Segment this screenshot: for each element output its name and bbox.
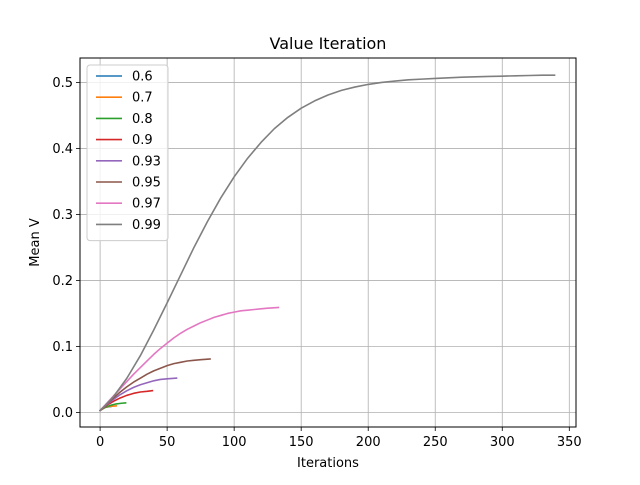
y-tick-label: 0.0 [52,406,73,421]
legend: 0.6 0.7 0.8 0.9 0.93 0.95 0.97 0.99 [86,64,169,242]
ticks: 0 50 100 150 200 250 300 350 0.0 0.1 0.2 0.3 0.4 0.5 [52,76,581,450]
x-tick-label: 0 [96,435,104,450]
grid [80,58,576,427]
x-tick-label: 100 [222,435,247,450]
x-tick-label: 150 [289,435,314,450]
y-tick-label: 0.3 [52,208,73,223]
series-line-0_99 [98,74,556,412]
legend-label: 0.95 [132,176,161,191]
y-tick-label: 0.4 [52,142,73,157]
legend-label: 0.8 [132,112,153,127]
legend-label: 0.6 [132,70,153,85]
x-axis-label: Iterations [297,456,359,471]
x-tick-label: 200 [356,435,381,450]
chart-title: Value Iteration [270,34,387,53]
x-tick-label: 250 [423,435,448,450]
legend-label: 0.7 [132,91,153,106]
x-tick-label: 50 [159,435,176,450]
axes-frame [79,57,577,428]
legend-label: 0.97 [132,197,161,212]
x-tick-label: 350 [557,435,582,450]
y-tick-label: 0.1 [52,340,73,355]
series-line-0_93 [98,377,178,412]
series-line-0_95 [98,358,211,412]
y-tick-label: 0.5 [52,76,73,91]
legend-box [86,64,169,242]
series-line-0_97 [98,306,280,412]
legend-label: 0.99 [132,218,161,233]
legend-label: 0.93 [132,154,161,169]
series-line-0_9 [98,389,154,412]
x-tick-label: 300 [490,435,515,450]
y-axis-label: Mean V [28,218,43,267]
y-tick-label: 0.2 [52,274,73,289]
series-lines [98,74,556,412]
legend-label: 0.9 [132,133,153,148]
